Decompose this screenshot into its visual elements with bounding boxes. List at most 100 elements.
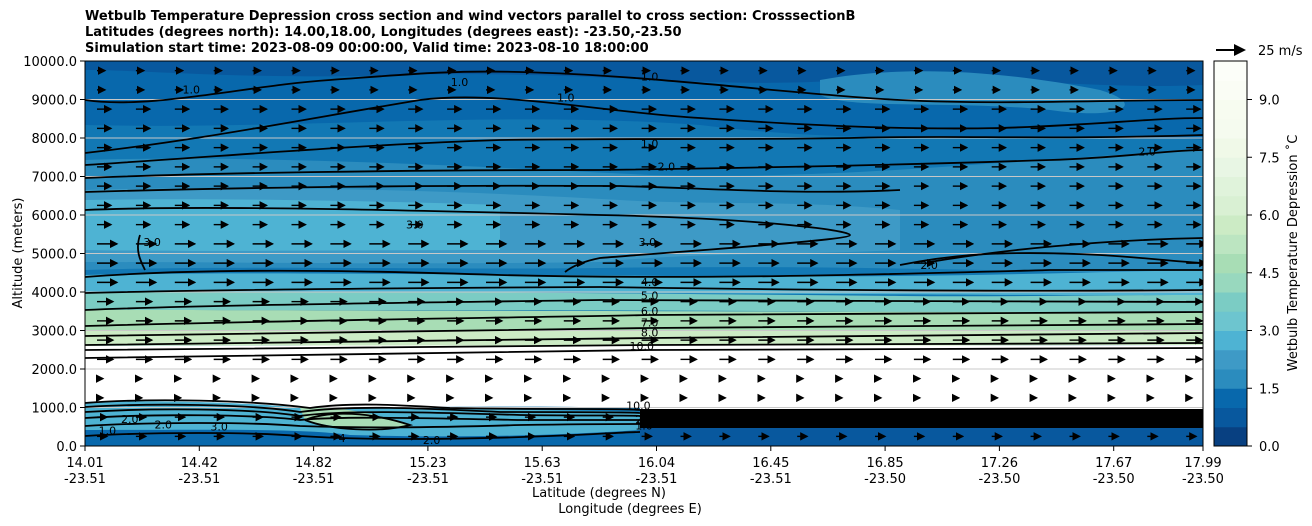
y-tick-label: 9000.0 [32, 94, 78, 109]
contour-label: 1.0 [182, 84, 200, 97]
contour-label: 3.0 [143, 236, 161, 249]
contour-label: 2.0 [155, 419, 173, 432]
y-tick-label: 10000.0 [23, 55, 77, 70]
contour-3-mid [85, 207, 851, 273]
x-tick-longitude: -23.50 [978, 472, 1020, 487]
contour-3 [85, 269, 1203, 278]
contour-10 [85, 347, 1203, 359]
contour-surface-2 [85, 403, 641, 414]
x-tick-longitude: -23.51 [636, 472, 678, 487]
x-tick-longitude: -23.50 [1182, 472, 1224, 487]
contour-1-upper [85, 96, 1203, 154]
y-tick-label: 8000.0 [32, 132, 78, 147]
contour-3-left-a [137, 234, 146, 271]
y-tick-label: 0.0 [56, 440, 77, 455]
contour-4 [85, 286, 1203, 294]
colorbar-segment [1214, 349, 1247, 370]
colorbar-tick-label: 7.5 [1259, 151, 1280, 166]
contour-label: 2.0 [1133, 51, 1151, 64]
contour-label: 1.0 [635, 419, 653, 432]
x-axis-label-longitude: Longitude (degrees E) [558, 502, 702, 517]
x-tick-latitude: 14.42 [181, 456, 218, 471]
contour-label: 1.0 [557, 91, 575, 104]
colorbar-segment [1214, 215, 1247, 235]
contour-label: 1.0 [451, 76, 469, 89]
contour-label: 4.0 [641, 276, 659, 289]
x-tick-longitude: -23.51 [178, 472, 220, 487]
x-tick-latitude: 17.99 [1184, 456, 1221, 471]
contour-label: 1.0 [641, 70, 659, 83]
y-tick-label: 3000.0 [32, 325, 78, 340]
plot-area: 1.01.01.01.01.02.02.02.03.03.0 3.02.04.05… [85, 51, 1203, 446]
colorbar [1214, 61, 1247, 447]
x-tick-longitude: -23.51 [407, 472, 449, 487]
x-tick-latitude: 17.26 [981, 456, 1018, 471]
contour-label: 1.0 [641, 138, 659, 151]
x-tick-latitude: 16.45 [752, 456, 789, 471]
x-tick-longitude: -23.50 [864, 472, 906, 487]
colorbar-segment [1214, 272, 1247, 293]
colorbar-label: Wetbulb Temperature Depression ˚C [1285, 135, 1301, 372]
colorbar-segment [1214, 426, 1247, 447]
contour-9 [85, 342, 1203, 351]
colorbar-tick-label: 4.5 [1259, 267, 1280, 282]
colorbar-segment [1214, 253, 1247, 274]
colorbar-segment [1214, 234, 1247, 254]
y-tick-label: 2000.0 [32, 363, 78, 378]
colorbar-segment [1214, 99, 1247, 120]
x-tick-longitude: -23.51 [750, 472, 792, 487]
contour-label: 2.0 [920, 259, 938, 272]
contour-2-right [899, 252, 1203, 266]
colorbar-segment [1214, 61, 1247, 81]
x-tick-longitude: -23.51 [64, 472, 106, 487]
y-tick-label: 5000.0 [32, 248, 78, 263]
contour-labels: 1.01.01.01.01.02.02.02.03.03.0 3.02.04.05… [99, 51, 1156, 446]
x-axis: 14.01-23.5114.42-23.5114.82-23.5115.23-2… [64, 446, 1224, 487]
colorbar-segment [1214, 138, 1247, 158]
y-axis: 0.0 1000.0 2000.0 3000.0 4000.0 5000.0 6000.0 7… [23, 55, 85, 455]
contour-label: 1.0 [99, 424, 117, 437]
contour-label: 4 [339, 432, 346, 445]
colorbar-segment [1214, 311, 1247, 331]
colorbar-tick-label: 6.0 [1259, 209, 1280, 224]
y-tick-label: 7000.0 [32, 171, 78, 186]
surface-contour-cluster [640, 409, 1203, 428]
contour-label: 10.0 [626, 399, 651, 412]
colorbar-tick-label: 0.0 [1259, 440, 1280, 455]
colorbar-segment [1214, 388, 1247, 408]
contour-surface-4 [85, 414, 640, 421]
contour-label: 3.0 [639, 236, 657, 249]
contour-label: 10.0 [630, 340, 655, 353]
colorbar-segment [1214, 330, 1247, 351]
x-tick-latitude: 17.67 [1095, 456, 1132, 471]
colorbar-segment [1214, 292, 1247, 312]
x-tick-longitude: -23.51 [521, 472, 563, 487]
contour-surface-green [304, 412, 414, 431]
chart-title-line-3: Simulation start time: 2023-08-09 00:00:… [85, 41, 649, 56]
x-tick-latitude: 15.23 [409, 456, 446, 471]
contour-label: 7.0 [641, 317, 659, 330]
contour-label: 2.0 [658, 161, 676, 174]
x-tick-latitude: 16.85 [866, 456, 903, 471]
chart-title-line-1: Wetbulb Temperature Depression cross sec… [85, 9, 856, 24]
colorbar-segment [1214, 369, 1247, 389]
x-tick-latitude: 15.63 [524, 456, 561, 471]
colorbar-tick-label: 9.0 [1259, 94, 1280, 109]
y-tick-label: 1000.0 [32, 402, 78, 417]
x-tick-longitude: -23.51 [293, 472, 335, 487]
colorbar-ticks: 0.0 1.5 3.0 4.5 6.0 7.5 9.0 [1247, 94, 1280, 455]
colorbar-segment [1214, 80, 1247, 100]
y-tick-label: 6000.0 [32, 209, 78, 224]
x-tick-longitude: -23.50 [1093, 472, 1135, 487]
colorbar-tick-label: 3.0 [1259, 325, 1280, 340]
contour-6 [85, 311, 1203, 327]
wind-vectors [96, 66, 1203, 441]
quiver-key-label: 25 m/s [1258, 44, 1303, 59]
contour-surface-3 [85, 408, 641, 417]
chart-title-line-2: Latitudes (degrees north): 14.00,18.00, … [85, 25, 682, 40]
contour-label: 3.0 [210, 421, 228, 434]
contour-label: 6.0 [641, 305, 659, 318]
contour-3-right [929, 237, 1203, 263]
contour-label: 2.0 [1138, 145, 1156, 158]
contour-surface-6 [85, 431, 641, 440]
